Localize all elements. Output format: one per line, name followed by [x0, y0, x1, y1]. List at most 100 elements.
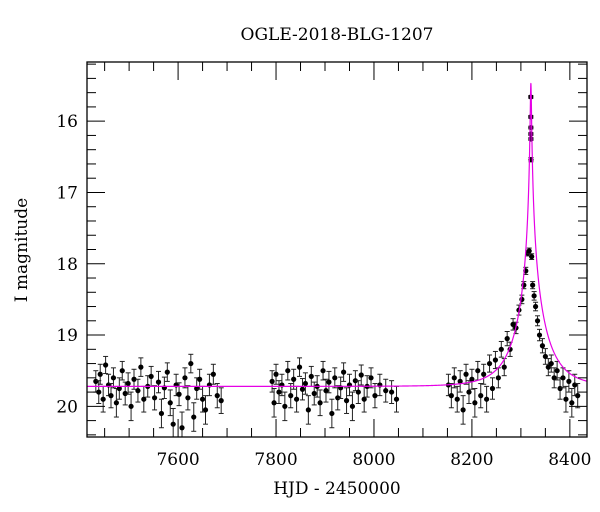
- data-marker: [519, 296, 525, 303]
- data-point: [355, 380, 361, 404]
- data-marker: [108, 393, 114, 399]
- data-point: [326, 370, 332, 394]
- data-marker: [164, 369, 170, 375]
- data-marker: [393, 396, 400, 402]
- data-point: [528, 124, 534, 131]
- data-marker: [202, 407, 209, 413]
- data-point: [285, 360, 291, 381]
- data-point: [188, 353, 194, 374]
- data-marker: [113, 400, 119, 406]
- data-point: [498, 340, 504, 358]
- data-point: [179, 411, 185, 438]
- data-point: [158, 398, 165, 429]
- data-point: [528, 136, 534, 142]
- data-point: [469, 368, 475, 390]
- y-tick-label: 16: [56, 112, 78, 132]
- data-point: [167, 389, 173, 417]
- data-marker: [296, 364, 303, 370]
- data-marker: [100, 396, 106, 402]
- data-marker: [498, 346, 504, 352]
- data-marker: [210, 371, 216, 377]
- data-marker: [214, 393, 220, 399]
- data-marker: [269, 378, 275, 384]
- data-point: [495, 367, 501, 389]
- data-marker: [182, 375, 188, 381]
- data-point: [100, 385, 106, 413]
- data-marker: [167, 400, 173, 406]
- data-point: [372, 383, 378, 409]
- data-marker: [532, 303, 539, 310]
- data-marker: [501, 364, 507, 370]
- data-point: [338, 376, 344, 400]
- chart-title: OGLE-2018-BLG-1207: [241, 25, 434, 45]
- data-marker: [534, 318, 541, 324]
- data-point: [210, 363, 216, 385]
- data-marker: [317, 400, 323, 406]
- data-marker: [335, 395, 341, 401]
- data-marker: [530, 282, 536, 288]
- data-point: [534, 315, 541, 327]
- data-point: [528, 114, 534, 120]
- data-marker: [529, 254, 535, 260]
- data-point: [566, 370, 572, 393]
- data-marker: [349, 403, 356, 409]
- data-marker: [368, 375, 374, 381]
- x-tick-label: 8000: [352, 450, 395, 470]
- data-point: [320, 360, 326, 381]
- data-point: [554, 360, 560, 381]
- data-marker: [191, 414, 197, 420]
- data-point: [472, 388, 478, 418]
- data-point: [460, 395, 466, 425]
- data-marker: [460, 407, 466, 413]
- data-point: [214, 383, 220, 409]
- data-marker: [542, 353, 548, 360]
- data-point: [343, 387, 350, 414]
- data-point: [138, 357, 144, 377]
- data-point: [551, 367, 557, 389]
- data-point: [530, 281, 536, 290]
- data-point: [481, 363, 487, 385]
- data-marker: [116, 385, 122, 392]
- data-point: [125, 372, 131, 395]
- data-marker: [528, 131, 534, 137]
- data-point: [332, 367, 338, 389]
- data-marker: [454, 396, 460, 402]
- data-point: [135, 378, 141, 403]
- data-marker: [557, 385, 563, 392]
- data-point: [296, 357, 303, 377]
- data-point: [478, 383, 484, 409]
- data-point: [128, 391, 134, 422]
- data-marker: [197, 376, 203, 382]
- data-marker: [291, 376, 297, 382]
- data-marker: [103, 362, 109, 368]
- data-marker: [158, 410, 165, 417]
- data-point: [569, 388, 575, 418]
- data-marker: [170, 421, 176, 427]
- data-marker: [504, 336, 510, 342]
- y-tick-label: 20: [56, 397, 78, 417]
- x-tick-label: 8200: [450, 450, 493, 470]
- data-point: [110, 367, 117, 389]
- data-point: [463, 363, 469, 385]
- data-marker: [97, 371, 103, 377]
- data-point: [542, 348, 548, 365]
- model-curve: [87, 82, 588, 387]
- data-point: [501, 358, 507, 377]
- data-point: [368, 367, 374, 389]
- data-point: [484, 385, 490, 413]
- data-point: [486, 354, 493, 373]
- data-marker: [122, 390, 128, 397]
- data-marker: [199, 396, 206, 402]
- data-point: [341, 362, 347, 382]
- data-marker: [463, 371, 469, 377]
- x-tick-label: 7800: [254, 450, 297, 470]
- data-marker: [510, 321, 516, 327]
- data-marker: [302, 380, 309, 387]
- data-point: [282, 391, 288, 422]
- data-marker: [448, 393, 454, 399]
- data-marker: [329, 410, 335, 417]
- data-point: [536, 328, 543, 342]
- data-marker: [93, 378, 99, 384]
- data-point: [358, 364, 364, 386]
- data-marker: [484, 396, 490, 402]
